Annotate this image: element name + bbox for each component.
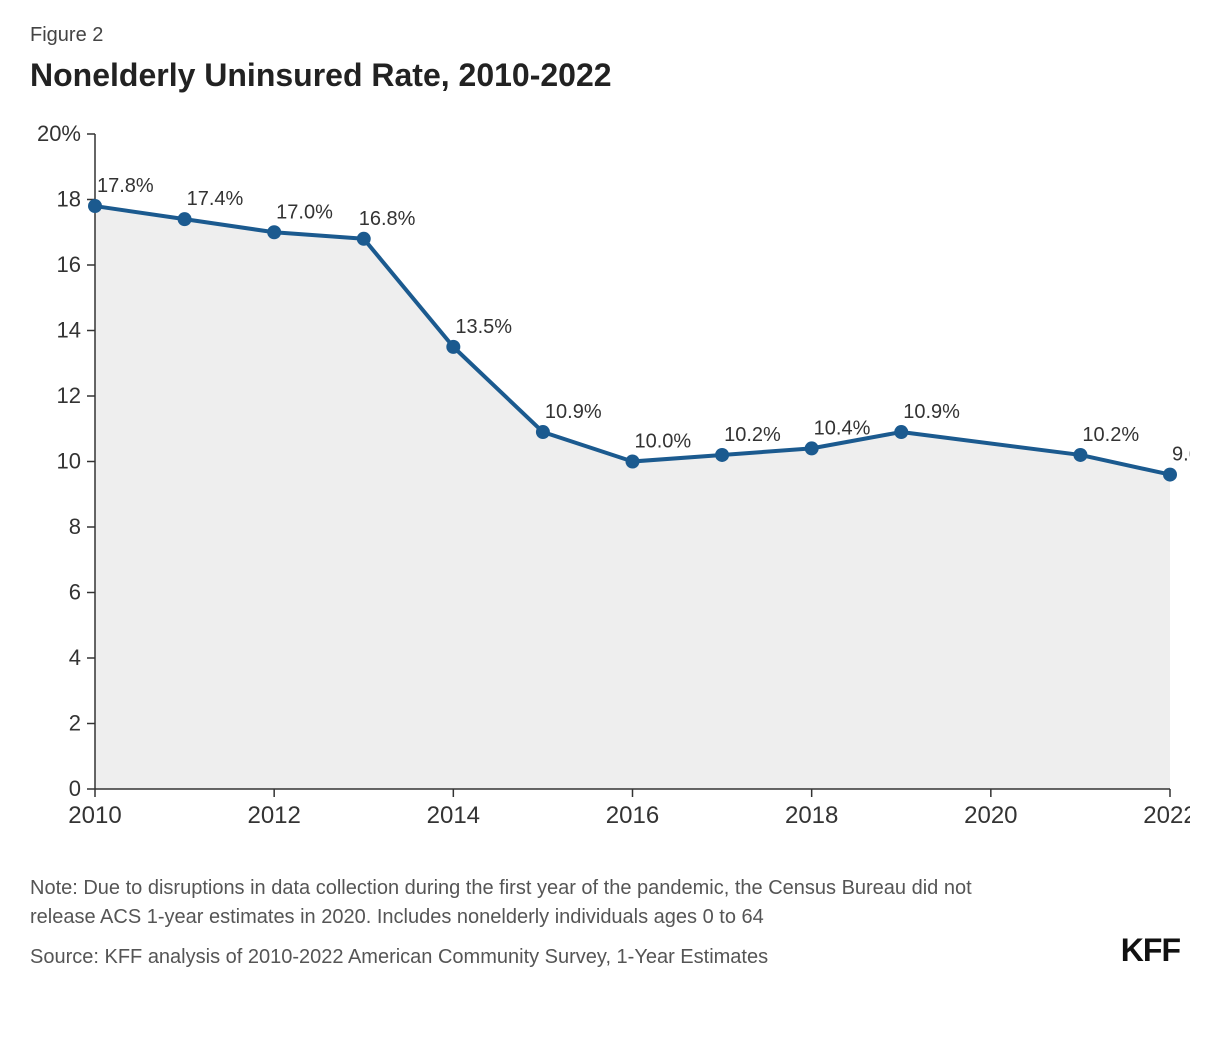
data-marker (446, 340, 460, 354)
data-label: 10.4% (814, 417, 871, 439)
data-marker (805, 441, 819, 455)
chart-svg: 0 2 4 6 8 10 12 14 16 18 20% 2010 2012 2014 2016 2018 20… (30, 114, 1190, 844)
data-marker (267, 225, 281, 239)
data-label: 17.4% (187, 188, 244, 210)
data-label: 10.2% (1082, 424, 1139, 446)
data-label: 13.5% (455, 316, 512, 338)
y-tick-label: 12 (57, 383, 81, 408)
y-tick-label: 8 (69, 514, 81, 539)
data-marker (1163, 468, 1177, 482)
data-label: 10.0% (635, 431, 692, 453)
chart-title: Nonelderly Uninsured Rate, 2010-2022 (30, 57, 1190, 94)
data-label: 10.2% (724, 424, 781, 446)
y-tick-label: 18 (57, 187, 81, 212)
chart-note: Note: Due to disruptions in data collect… (30, 874, 1030, 932)
y-tick-label: 4 (69, 645, 81, 670)
data-label: 10.9% (545, 401, 602, 423)
y-tick-label: 14 (57, 318, 81, 343)
figure-label: Figure 2 (30, 24, 1190, 47)
x-tick-label: 2016 (606, 802, 659, 829)
data-marker (894, 425, 908, 439)
data-marker (536, 425, 550, 439)
x-tick-label: 2020 (964, 802, 1017, 829)
chart-source: Source: KFF analysis of 2010-2022 Americ… (30, 946, 1190, 969)
y-tick-label: 2 (69, 711, 81, 736)
data-marker (626, 455, 640, 469)
kff-logo: KFF (1121, 932, 1180, 969)
data-marker (88, 199, 102, 213)
y-tick-label: 20% (37, 121, 81, 146)
x-tick-label: 2018 (785, 802, 838, 829)
data-marker (178, 212, 192, 226)
data-label: 17.8% (97, 175, 154, 197)
y-tick-label: 16 (57, 252, 81, 277)
data-label: 16.8% (359, 208, 416, 230)
y-tick-label: 6 (69, 580, 81, 605)
x-tick-label: 2010 (68, 802, 121, 829)
x-tick-label: 2012 (247, 802, 300, 829)
data-label: 9.6% (1172, 444, 1190, 466)
y-tick-label: 0 (69, 776, 81, 801)
data-marker (1073, 448, 1087, 462)
x-tick-label: 2022 (1143, 802, 1190, 829)
y-tick-label: 10 (57, 449, 81, 474)
area-fill (95, 206, 1170, 789)
data-marker (357, 232, 371, 246)
data-label: 10.9% (903, 401, 960, 423)
data-marker (715, 448, 729, 462)
line-chart: 0 2 4 6 8 10 12 14 16 18 20% 2010 2012 2014 2016 2018 20… (30, 114, 1190, 844)
chart-footer: Note: Due to disruptions in data collect… (30, 874, 1190, 969)
x-tick-label: 2014 (427, 802, 480, 829)
data-label: 17.0% (276, 201, 333, 223)
